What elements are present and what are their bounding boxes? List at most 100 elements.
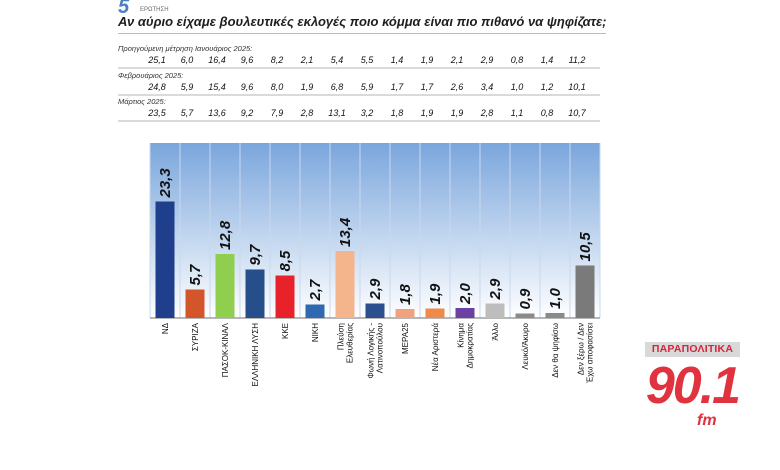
bar bbox=[485, 303, 505, 318]
bar-value-label: 10,5 bbox=[577, 232, 594, 262]
category-labels: ΝΔ ΣΥΡΙΖΑ ΠΑΣΟΚ-ΚΙΝΑΛ ΕΛΛΗΝΙΚΗ ΛΥΣΗ ΚΚΕ ΝΙΚΗ Π… bbox=[161, 322, 595, 386]
previous-value: 2,6 bbox=[450, 82, 464, 92]
bars bbox=[155, 201, 595, 318]
previous-value: 9,6 bbox=[241, 55, 254, 65]
bar bbox=[335, 251, 355, 318]
bar-value-label: 8,5 bbox=[277, 250, 294, 272]
previous-value: 1,0 bbox=[511, 82, 524, 92]
previous-value: 8,2 bbox=[271, 55, 284, 65]
category-label: Κίνημα Δημοκρατίας bbox=[457, 323, 475, 369]
previous-value: 1,9 bbox=[301, 82, 314, 92]
bar bbox=[545, 313, 565, 318]
previous-value: 2,1 bbox=[450, 55, 464, 65]
bar-value-label: 2,9 bbox=[367, 278, 384, 301]
bar bbox=[425, 308, 445, 318]
bar bbox=[515, 313, 535, 318]
previous-value: 1,2 bbox=[541, 82, 554, 92]
previous-value: 1,4 bbox=[541, 55, 554, 65]
previous-value: 9,2 bbox=[241, 108, 254, 118]
category-label: ΝΔ bbox=[161, 322, 170, 334]
previous-value: 1,9 bbox=[451, 108, 464, 118]
previous-value: 2,1 bbox=[300, 55, 314, 65]
previous-value: 25,1 bbox=[147, 55, 166, 65]
previous-value: 10,1 bbox=[568, 82, 586, 92]
bar-value-label: 1,8 bbox=[397, 283, 414, 305]
previous-row-label: Μάρτιος 2025: bbox=[118, 97, 166, 106]
category-label-line: Κίνημα bbox=[457, 323, 466, 348]
previous-measurements: Προηγούμενη μέτρηση Ιανουάριος 2025: 25,1… bbox=[118, 44, 600, 122]
category-label: ΣΥΡΙΖΑ bbox=[191, 322, 200, 351]
previous-value: 10,7 bbox=[568, 108, 587, 118]
previous-value: 9,6 bbox=[241, 82, 254, 92]
category-label: Λευκό/Άκυρο bbox=[521, 322, 530, 369]
category-label-line: ΚΚΕ bbox=[281, 323, 290, 339]
category-label-line: Ελευθερίας bbox=[346, 323, 355, 363]
previous-value: 2,9 bbox=[480, 55, 494, 65]
category-label-line: ΠΑΣΟΚ-ΚΙΝΑΛ bbox=[221, 322, 230, 377]
previous-value: 0,8 bbox=[541, 108, 554, 118]
previous-value: 5,9 bbox=[361, 82, 374, 92]
category-label-line: Δεν ξέρω / Δεν bbox=[577, 323, 586, 375]
bar-value-label: 0,9 bbox=[517, 288, 534, 310]
category-label-line: Νέα Αριστερά bbox=[431, 323, 440, 372]
category-label-line: ΣΥΡΙΖΑ bbox=[191, 322, 200, 351]
category-label: Νέα Αριστερά bbox=[431, 323, 440, 372]
previous-value: 5,5 bbox=[361, 55, 375, 65]
bar bbox=[155, 201, 175, 318]
bar bbox=[575, 265, 595, 318]
category-label: Πλεύση Ελευθερίας bbox=[337, 323, 355, 363]
bar bbox=[395, 309, 415, 318]
previous-row-label: Φεβρουάριος 2025: bbox=[118, 71, 183, 80]
chart-title: Αν αύριο είχαμε βουλευτικές εκλογές ποιο… bbox=[118, 14, 607, 29]
bar bbox=[245, 269, 265, 318]
bar-value-label: 2,0 bbox=[457, 282, 474, 305]
category-label: ΜΕΡΑ25 bbox=[401, 322, 410, 354]
category-label-line: ΝΙΚΗ bbox=[311, 323, 320, 342]
category-label: ΕΛΛΗΝΙΚΗ ΛΥΣΗ bbox=[251, 323, 260, 387]
previous-value: 1,1 bbox=[511, 108, 524, 118]
question-badge-caption: ΕΡΩΤΗΣΗ bbox=[140, 7, 169, 13]
category-label: Φωνή Λογικής - Λατινοπούλου bbox=[367, 323, 385, 379]
category-label: Δεν ξέρω / Δεν Έχω αποφασίσει bbox=[577, 323, 595, 384]
category-label: ΚΚΕ bbox=[281, 323, 290, 339]
category-label: Δεν θα ψηφίσω bbox=[551, 323, 560, 378]
bar bbox=[365, 303, 385, 318]
bar-value-label: 2,9 bbox=[487, 278, 504, 301]
category-label-line: Φωνή Λογικής - bbox=[367, 323, 376, 379]
category-label-line: Έχω αποφασίσει bbox=[586, 323, 595, 384]
bar bbox=[275, 275, 295, 318]
category-label-line: ΝΔ bbox=[161, 322, 170, 334]
chart-background bbox=[149, 143, 601, 319]
bar-value-label: 23,3 bbox=[157, 168, 174, 199]
watermark-frequency: 90.1 bbox=[645, 357, 741, 415]
previous-value: 1,9 bbox=[421, 55, 434, 65]
previous-value: 11,2 bbox=[569, 55, 586, 65]
bar bbox=[185, 289, 205, 318]
previous-value: 24,8 bbox=[147, 82, 166, 92]
category-label-line: Λευκό/Άκυρο bbox=[521, 322, 530, 369]
previous-value: 5,9 bbox=[181, 82, 194, 92]
previous-value: 6,0 bbox=[181, 55, 194, 65]
category-label-line: ΜΕΡΑ25 bbox=[401, 322, 410, 354]
title-divider bbox=[118, 33, 606, 34]
previous-row-label: Προηγούμενη μέτρηση Ιανουάριος 2025: bbox=[118, 44, 252, 53]
category-label: Άλλο bbox=[491, 322, 500, 340]
watermark-suffix: fm bbox=[697, 412, 717, 429]
bar-value-label: 13,4 bbox=[337, 217, 354, 247]
previous-value: 13,6 bbox=[208, 108, 226, 118]
previous-value: 0,8 bbox=[511, 55, 524, 65]
previous-value: 23,5 bbox=[147, 108, 167, 118]
previous-value: 3,2 bbox=[361, 108, 374, 118]
previous-value: 1,7 bbox=[391, 82, 405, 92]
previous-value: 2,8 bbox=[480, 108, 494, 118]
question-badge: 5 bbox=[118, 0, 130, 18]
bar bbox=[455, 308, 475, 318]
previous-value: 1,8 bbox=[391, 108, 404, 118]
previous-value: 8,0 bbox=[271, 82, 284, 92]
category-label: ΝΙΚΗ bbox=[311, 323, 320, 342]
previous-value: 15,4 bbox=[208, 82, 226, 92]
bar-value-label: 2,7 bbox=[307, 279, 324, 302]
bar-value-label: 12,8 bbox=[217, 220, 234, 250]
previous-value: 1,7 bbox=[421, 82, 435, 92]
